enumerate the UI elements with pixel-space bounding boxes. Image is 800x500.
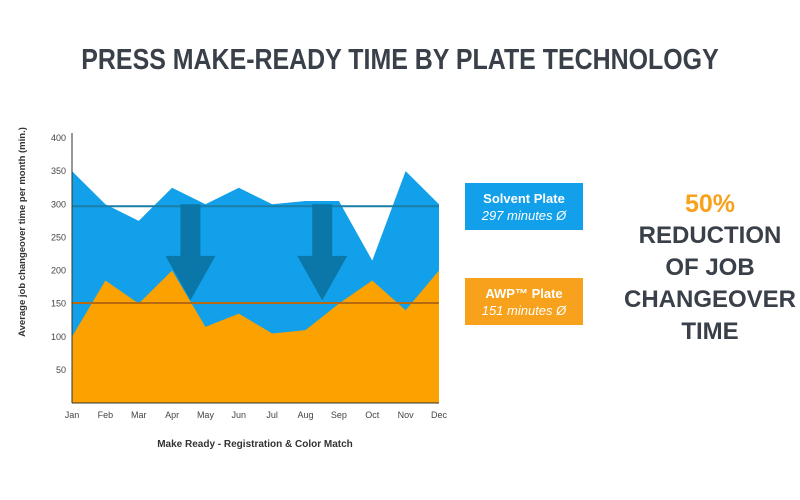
- y-tick-label: 400: [51, 133, 66, 143]
- x-tick-label: Jul: [266, 410, 278, 420]
- y-tick-label: 250: [51, 232, 66, 242]
- y-tick-label: 200: [51, 266, 66, 276]
- chart-title: PRESS MAKE-READY TIME BY PLATE TECHNOLOG…: [81, 44, 719, 76]
- down-arrow-icon: [165, 204, 216, 301]
- x-tick-label: Aug: [298, 410, 314, 420]
- x-tick-label: Dec: [431, 410, 448, 420]
- y-tick-label: 350: [51, 166, 66, 176]
- x-axis-label: Make Ready - Registration & Color Match: [157, 439, 353, 450]
- legend-awp-name: AWP™ Plate: [485, 286, 563, 301]
- legend-awp-value: 151 minutes Ø: [481, 303, 567, 318]
- legend-solvent: Solvent Plate 297 minutes Ø: [465, 183, 583, 230]
- x-tick-label: Jun: [232, 410, 247, 420]
- x-tick-label: Nov: [398, 410, 415, 420]
- y-axis-label: Average job changeover time per month (m…: [17, 127, 28, 337]
- down-arrow-icon: [297, 204, 348, 301]
- legend-solvent-name: Solvent Plate: [483, 191, 565, 206]
- legend-solvent-value: 297 minutes Ø: [481, 208, 567, 223]
- callout-line: CHANGEOVER: [623, 286, 797, 313]
- y-tick-label: 50: [56, 365, 66, 375]
- legend-awp: AWP™ Plate 151 minutes Ø: [465, 278, 583, 325]
- y-tick-label: 150: [51, 299, 66, 309]
- x-tick-label: Oct: [365, 410, 380, 420]
- x-tick-label: Feb: [98, 410, 114, 420]
- x-tick-label: May: [197, 410, 215, 420]
- callout-line: OF JOB: [665, 254, 755, 281]
- callout-line: TIME: [681, 318, 739, 345]
- x-tick-label: Mar: [131, 410, 147, 420]
- y-tick-label: 100: [51, 332, 66, 342]
- x-tick-label: Jan: [65, 410, 80, 420]
- x-tick-label: Apr: [165, 410, 179, 420]
- callout-percent: 50%: [684, 190, 736, 218]
- callout-line: REDUCTION: [638, 222, 782, 249]
- reduction-callout: 50% REDUCTION OF JOB CHANGEOVER TIME: [615, 188, 800, 348]
- x-tick-label: Sep: [331, 410, 347, 420]
- y-tick-label: 300: [51, 199, 66, 209]
